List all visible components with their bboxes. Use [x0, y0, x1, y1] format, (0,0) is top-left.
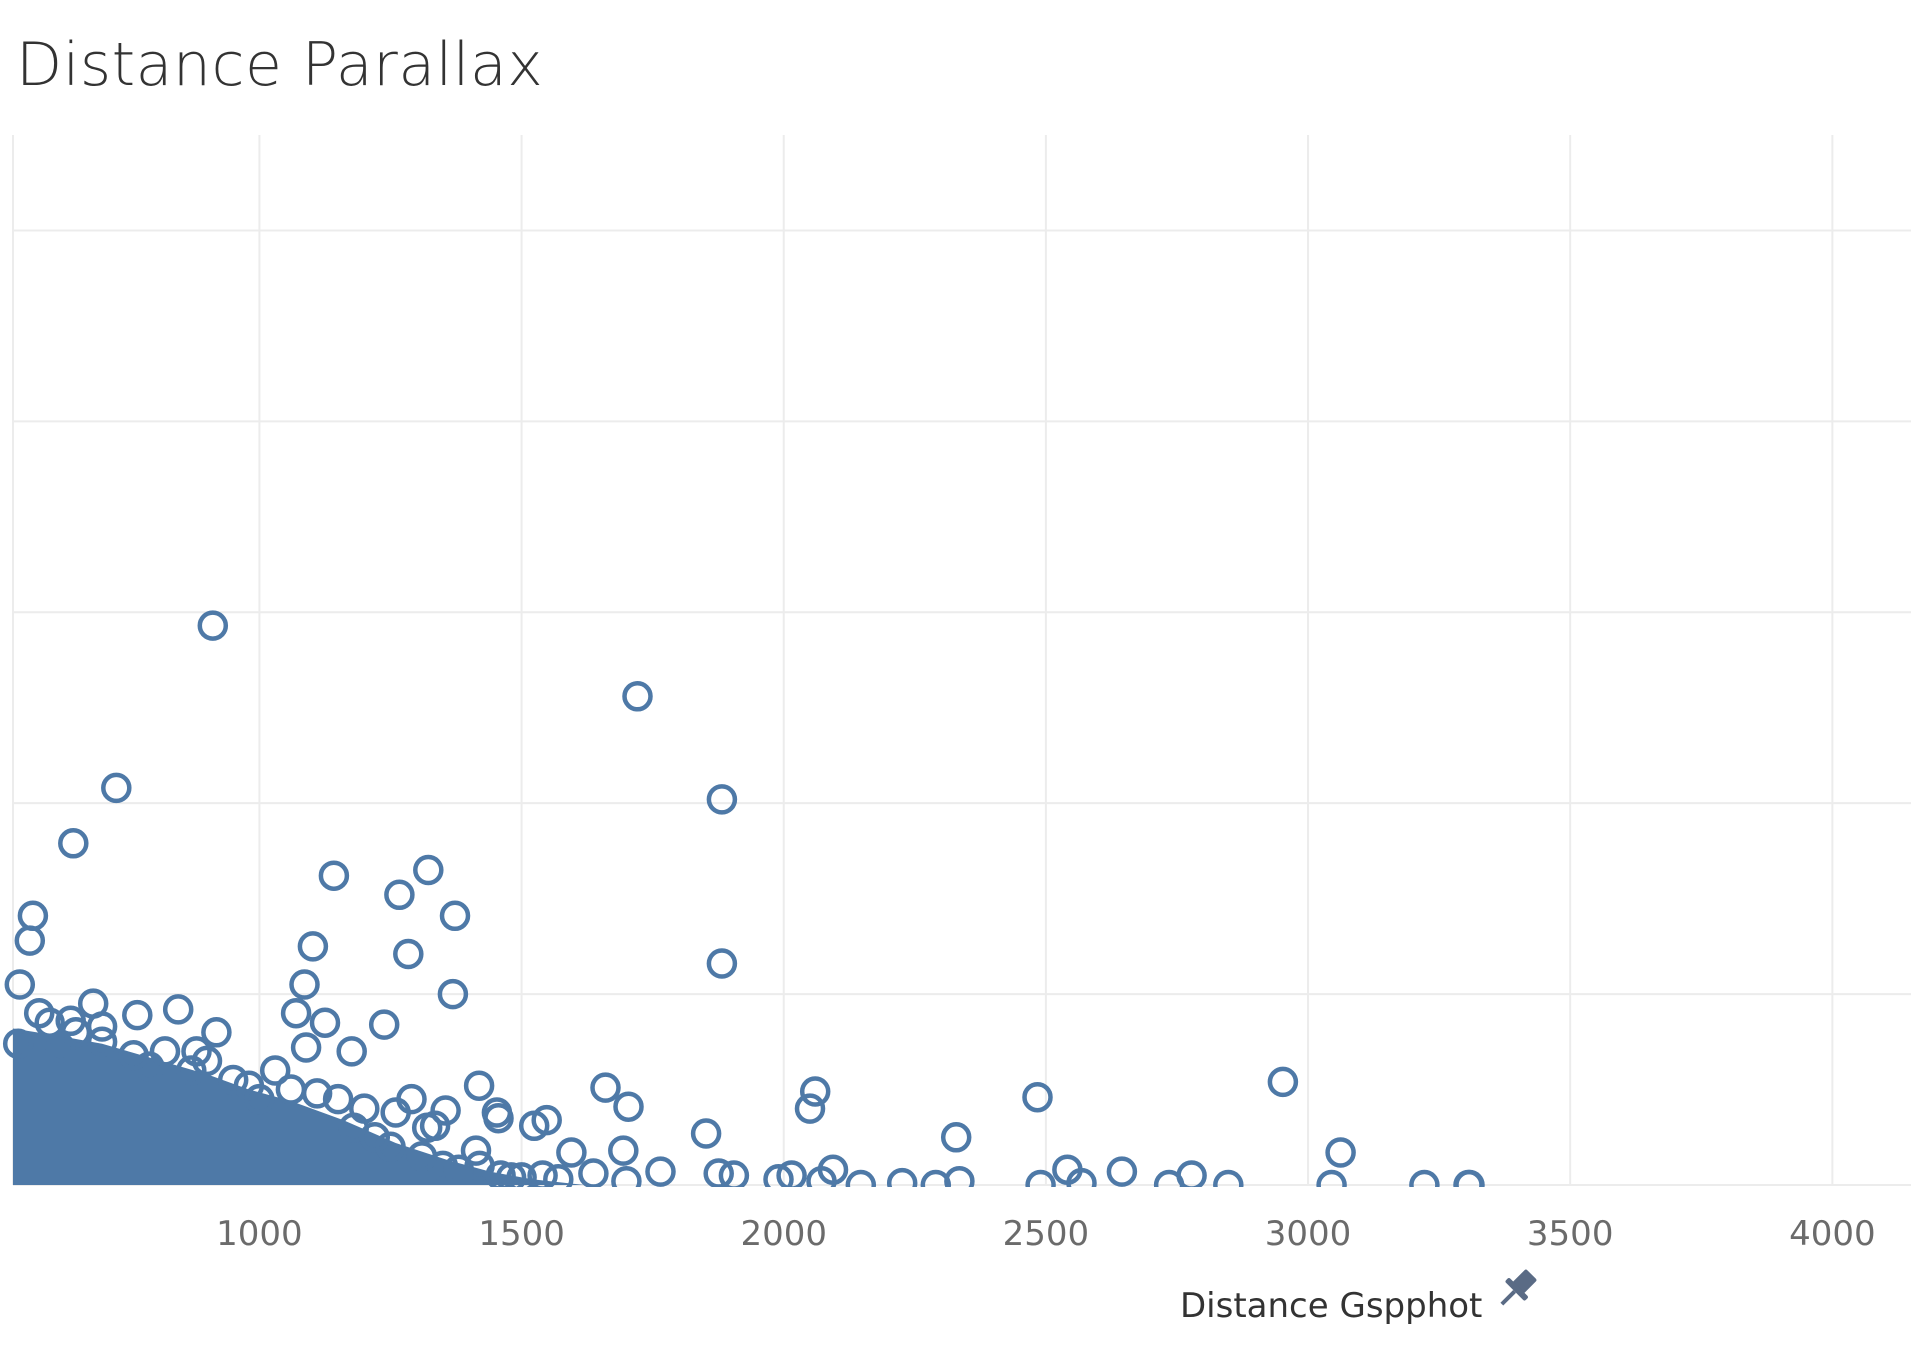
x-axis-ticks: 1000 1500 2000 2500 3000 3500 4000	[216, 1214, 1875, 1254]
data-point[interactable]	[940, 1122, 972, 1153]
data-point[interactable]	[14, 925, 46, 956]
data-point[interactable]	[1022, 1081, 1053, 1113]
data-point[interactable]	[690, 1118, 722, 1149]
data-point[interactable]	[17, 900, 49, 932]
x-tick-label: 1000	[216, 1214, 303, 1254]
data-point[interactable]	[181, 1036, 212, 1067]
data-point[interactable]	[58, 828, 89, 859]
x-tick-label: 1500	[478, 1214, 565, 1254]
dense-point-cluster	[13, 1028, 585, 1185]
x-tick-label: 3500	[1527, 1214, 1614, 1254]
x-tick-label: 2000	[740, 1214, 827, 1254]
data-point[interactable]	[396, 1083, 427, 1115]
data-point[interactable]	[608, 1135, 639, 1166]
data-point[interactable]	[622, 681, 653, 712]
pin-icon[interactable]	[1492, 1265, 1541, 1314]
x-tick-label: 4000	[1789, 1214, 1876, 1254]
data-point[interactable]	[393, 938, 424, 970]
data-point[interactable]	[359, 1122, 391, 1153]
data-point[interactable]	[375, 1131, 406, 1163]
data-point[interactable]	[799, 1076, 831, 1107]
data-point[interactable]	[322, 1083, 354, 1115]
data-points	[0, 610, 1911, 1217]
data-point[interactable]	[122, 999, 153, 1031]
data-point[interactable]	[463, 1070, 495, 1101]
data-point[interactable]	[439, 900, 471, 932]
data-point[interactable]	[309, 1007, 341, 1038]
data-point[interactable]	[44, 1032, 76, 1063]
data-point[interactable]	[645, 1156, 676, 1187]
data-point[interactable]	[290, 1032, 322, 1063]
data-point[interactable]	[590, 1072, 621, 1103]
grid-lines	[12, 135, 1911, 1186]
data-point[interactable]	[280, 997, 312, 1029]
x-tick-label: 2500	[1003, 1214, 1090, 1254]
data-point[interactable]	[1325, 1137, 1356, 1168]
data-point[interactable]	[613, 1091, 644, 1122]
data-point[interactable]	[318, 860, 350, 891]
data-point[interactable]	[197, 610, 229, 641]
data-point[interactable]	[1106, 1156, 1138, 1187]
data-point[interactable]	[427, 1150, 459, 1182]
data-point[interactable]	[443, 1154, 474, 1185]
data-point[interactable]	[437, 978, 469, 1010]
x-tick-label: 3000	[1265, 1214, 1352, 1254]
data-point[interactable]	[411, 1112, 443, 1143]
data-point[interactable]	[289, 969, 320, 1000]
data-point[interactable]	[301, 1078, 333, 1109]
data-point[interactable]	[86, 1011, 118, 1042]
data-point[interactable]	[483, 1102, 514, 1134]
dense-cluster-fill	[13, 1028, 585, 1185]
data-point[interactable]	[518, 1110, 550, 1142]
data-point[interactable]	[244, 1083, 275, 1115]
data-point[interactable]	[703, 1158, 734, 1189]
plot-bottom-mask	[0, 1187, 1911, 1217]
data-point[interactable]	[706, 948, 738, 979]
data-point[interactable]	[460, 1135, 492, 1166]
data-point[interactable]	[413, 854, 444, 886]
data-point[interactable]	[578, 1158, 609, 1189]
data-point[interactable]	[23, 997, 55, 1029]
data-point[interactable]	[794, 1093, 826, 1124]
data-point[interactable]	[384, 879, 415, 911]
data-point[interactable]	[217, 1064, 249, 1096]
data-point[interactable]	[336, 1036, 367, 1067]
data-point[interactable]	[1267, 1066, 1299, 1098]
data-point[interactable]	[55, 1005, 86, 1037]
data-point[interactable]	[201, 1017, 232, 1048]
data-point[interactable]	[706, 784, 738, 815]
data-point[interactable]	[2, 1028, 34, 1059]
data-point[interactable]	[101, 772, 132, 804]
data-point[interactable]	[162, 994, 194, 1025]
data-point[interactable]	[368, 1009, 400, 1040]
data-point[interactable]	[86, 1026, 118, 1058]
data-point[interactable]	[297, 931, 329, 962]
chart-title: Distance Parallax	[16, 30, 544, 100]
data-point[interactable]	[556, 1137, 587, 1168]
x-axis-title: Distance Gspphot	[1180, 1286, 1482, 1326]
data-point[interactable]	[118, 1039, 149, 1071]
data-point[interactable]	[430, 1095, 461, 1126]
data-point[interactable]	[259, 1055, 291, 1086]
data-point[interactable]	[176, 1055, 207, 1086]
data-point[interactable]	[149, 1036, 181, 1067]
data-point[interactable]	[275, 1074, 307, 1105]
data-point[interactable]	[4, 969, 36, 1000]
